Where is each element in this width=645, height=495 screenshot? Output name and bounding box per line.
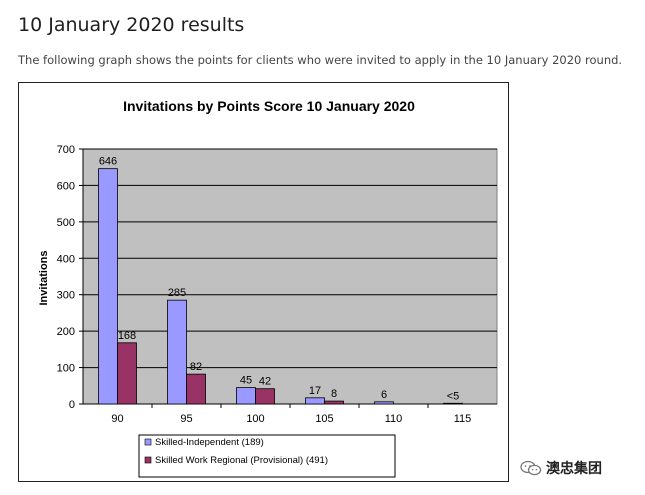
y-tick-label: 100: [57, 363, 75, 375]
y-axis-label: Invitations: [38, 250, 50, 305]
wechat-icon: [520, 460, 542, 476]
legend-box: [138, 434, 396, 478]
x-tick-label: 105: [315, 413, 333, 425]
legend: Skilled-Independent (189) Skilled Work Re…: [138, 434, 396, 478]
data-label: 285: [168, 287, 186, 299]
y-tick-label: 0: [69, 399, 75, 411]
bar-skilled-independent: [374, 401, 394, 405]
y-tick-label: 400: [57, 253, 75, 265]
page-title: 10 January 2020 results: [18, 14, 245, 36]
watermark-text: 澳忠集团: [546, 460, 602, 476]
data-label: 45: [240, 375, 252, 387]
legend-swatch: [144, 438, 152, 446]
y-tick-label: 200: [57, 326, 75, 338]
watermark: 澳忠集团: [520, 458, 602, 478]
x-tick-label: 95: [180, 413, 192, 425]
bar-skilled-work-regional: [324, 400, 344, 405]
x-tick-label: 100: [246, 413, 264, 425]
bar-skilled-independent: [98, 168, 118, 405]
y-tick-label: 500: [57, 217, 75, 229]
data-label: <5: [447, 390, 460, 402]
bar-skilled-work-regional: [255, 388, 275, 405]
legend-swatch: [144, 456, 152, 464]
y-tick-label: 300: [57, 290, 75, 302]
x-tick-label: 90: [111, 413, 123, 425]
bar-skilled-work-regional: [117, 342, 137, 405]
x-tick-label: 115: [454, 413, 472, 425]
data-label: 17: [309, 385, 321, 397]
y-tick-label: 700: [57, 144, 75, 156]
bar-skilled-independent: [167, 299, 187, 405]
data-label: 82: [190, 361, 202, 373]
page-intro-text: The following graph shows the points for…: [18, 53, 623, 67]
chart-frame: Invitations by Points Score 10 January 2…: [18, 82, 509, 482]
legend-label: Skilled-Independent (189): [155, 437, 264, 448]
data-label: 646: [99, 156, 117, 168]
y-tick-label: 600: [57, 180, 75, 192]
data-label: 168: [118, 330, 136, 342]
data-label: 8: [331, 388, 337, 400]
plot-area: 0 100 200 300 400 500 600 700 90 646 168 95 285 82 100…: [57, 144, 498, 425]
x-tick-label: 110: [385, 413, 403, 425]
chart-title: Invitations by Points Score 10 January 2…: [123, 98, 415, 114]
legend-label: Skilled Work Regional (Provisional) (491…: [155, 455, 328, 466]
plot-background: [82, 148, 498, 405]
bar-skilled-work-regional: [186, 373, 206, 405]
bar-skilled-independent: [305, 397, 325, 405]
bar-chart: Invitations by Points Score 10 January 2…: [38, 98, 498, 478]
bar-skilled-independent: [443, 402, 463, 405]
bar-skilled-independent: [236, 387, 256, 405]
data-label: 42: [259, 376, 271, 388]
data-label: 6: [381, 389, 387, 401]
